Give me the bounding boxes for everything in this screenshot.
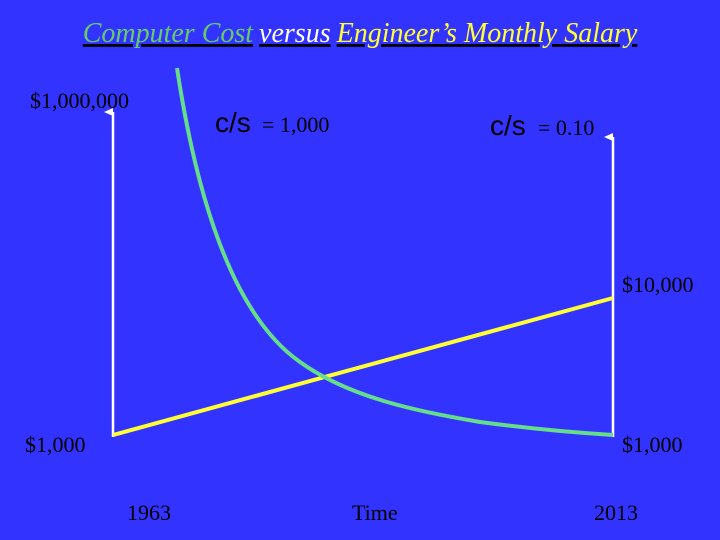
annotation-symbol: c/s xyxy=(490,110,526,141)
x-label: Time xyxy=(352,500,398,525)
title: Computer Cost versus Engineer’s Monthly Sa… xyxy=(83,18,638,49)
title-part: Engineer’s Monthly Salary xyxy=(336,18,638,49)
annotation-symbol: c/s xyxy=(215,107,251,138)
annotation-text: = 0.10 xyxy=(538,115,594,140)
right-bottom-label: $1,000 xyxy=(622,432,683,457)
left-bottom-label: $1,000 xyxy=(25,432,86,457)
right-top-label: $10,000 xyxy=(622,272,694,297)
x-label: 1963 xyxy=(127,500,171,525)
cost-curve xyxy=(175,67,614,437)
title-part: versus xyxy=(259,18,331,49)
annotation-text: = 1,000 xyxy=(262,112,329,137)
salary-line xyxy=(112,296,614,437)
title-part: Computer Cost xyxy=(83,18,255,49)
x-label: 2013 xyxy=(594,500,638,525)
left-top-label: $1,000,000 xyxy=(30,88,129,113)
